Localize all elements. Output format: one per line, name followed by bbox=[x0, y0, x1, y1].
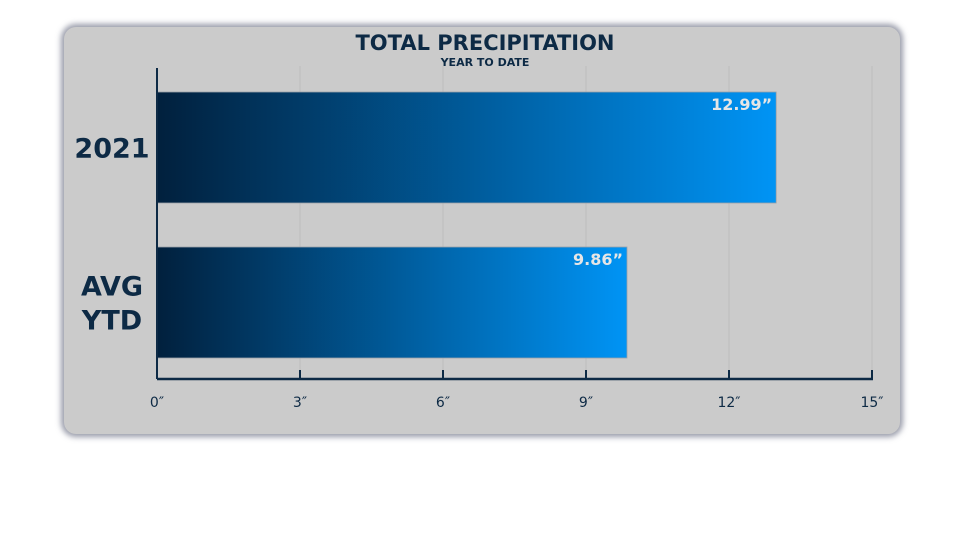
category-label: YTD bbox=[81, 306, 142, 337]
category-label: AVG bbox=[81, 272, 143, 303]
x-tick-label: 6″ bbox=[436, 395, 450, 411]
x-tick-label: 0″ bbox=[150, 395, 164, 411]
bar-value-label: 9.86” bbox=[573, 250, 623, 269]
x-tick-label: 15″ bbox=[860, 395, 883, 411]
x-tick-label: 9″ bbox=[579, 395, 593, 411]
category-label: 2021 bbox=[74, 134, 149, 165]
x-tick-label: 3″ bbox=[293, 395, 307, 411]
bar-value-label: 12.99” bbox=[711, 95, 772, 114]
bar bbox=[156, 91, 777, 204]
x-tick-label: 12″ bbox=[717, 395, 740, 411]
chart-subtitle: YEAR TO DATE bbox=[440, 56, 530, 69]
chart-title: TOTAL PRECIPITATION bbox=[355, 31, 614, 55]
bar bbox=[156, 246, 628, 359]
